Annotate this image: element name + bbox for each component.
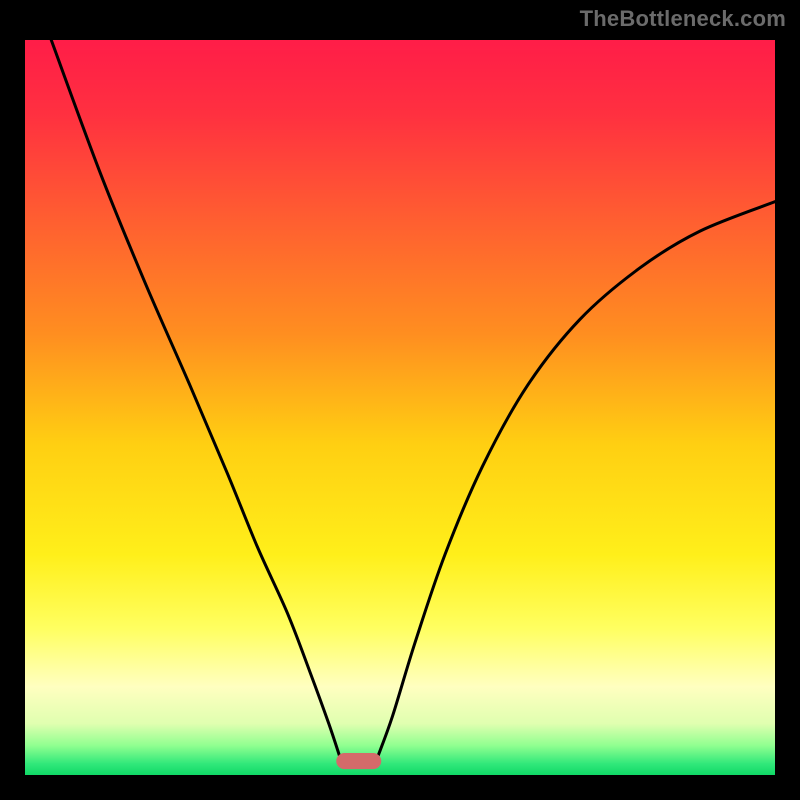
- bottleneck-figure: TheBottleneck.com: [0, 0, 800, 800]
- bottleneck-marker: [336, 753, 381, 769]
- chart-svg: [0, 0, 800, 800]
- plot-background: [25, 40, 775, 775]
